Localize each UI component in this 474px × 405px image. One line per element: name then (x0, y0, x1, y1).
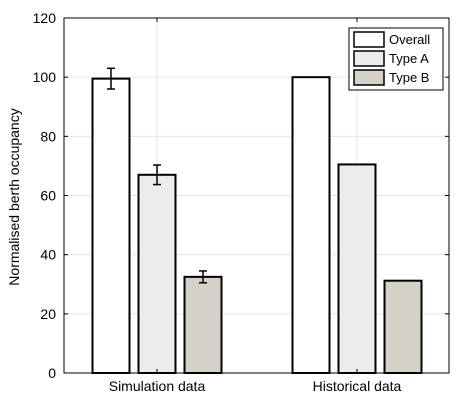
bar (137, 173, 177, 374)
y-tick-label: 40 (40, 247, 56, 263)
bar (383, 279, 423, 375)
axes: 0 20 40 60 80 100 120 Simulation data Historical… (33, 10, 450, 394)
y-tick-label: 120 (33, 10, 57, 26)
legend-label: Overall (389, 32, 430, 47)
legend-swatch (353, 69, 385, 86)
y-tick-label: 20 (40, 306, 56, 322)
x-tick-label: Historical data (313, 378, 402, 394)
bar (337, 163, 377, 374)
bar (291, 76, 331, 375)
x-tick-label: Simulation data (109, 378, 206, 394)
y-tick-label: 60 (40, 188, 56, 204)
y-axis-label: Normalised berth occupancy (6, 108, 22, 285)
y-tick-label: 100 (33, 69, 57, 85)
legend-swatch (353, 50, 385, 67)
legend-label: Type A (389, 51, 429, 66)
bar (91, 77, 131, 374)
legend: Overall Type A Type B (348, 27, 444, 91)
legend-label: Type B (389, 70, 429, 85)
y-tick-label: 80 (40, 128, 56, 144)
bar (183, 275, 223, 374)
bars (91, 67, 423, 375)
legend-swatch (353, 31, 385, 48)
y-tick-label: 0 (48, 365, 56, 381)
